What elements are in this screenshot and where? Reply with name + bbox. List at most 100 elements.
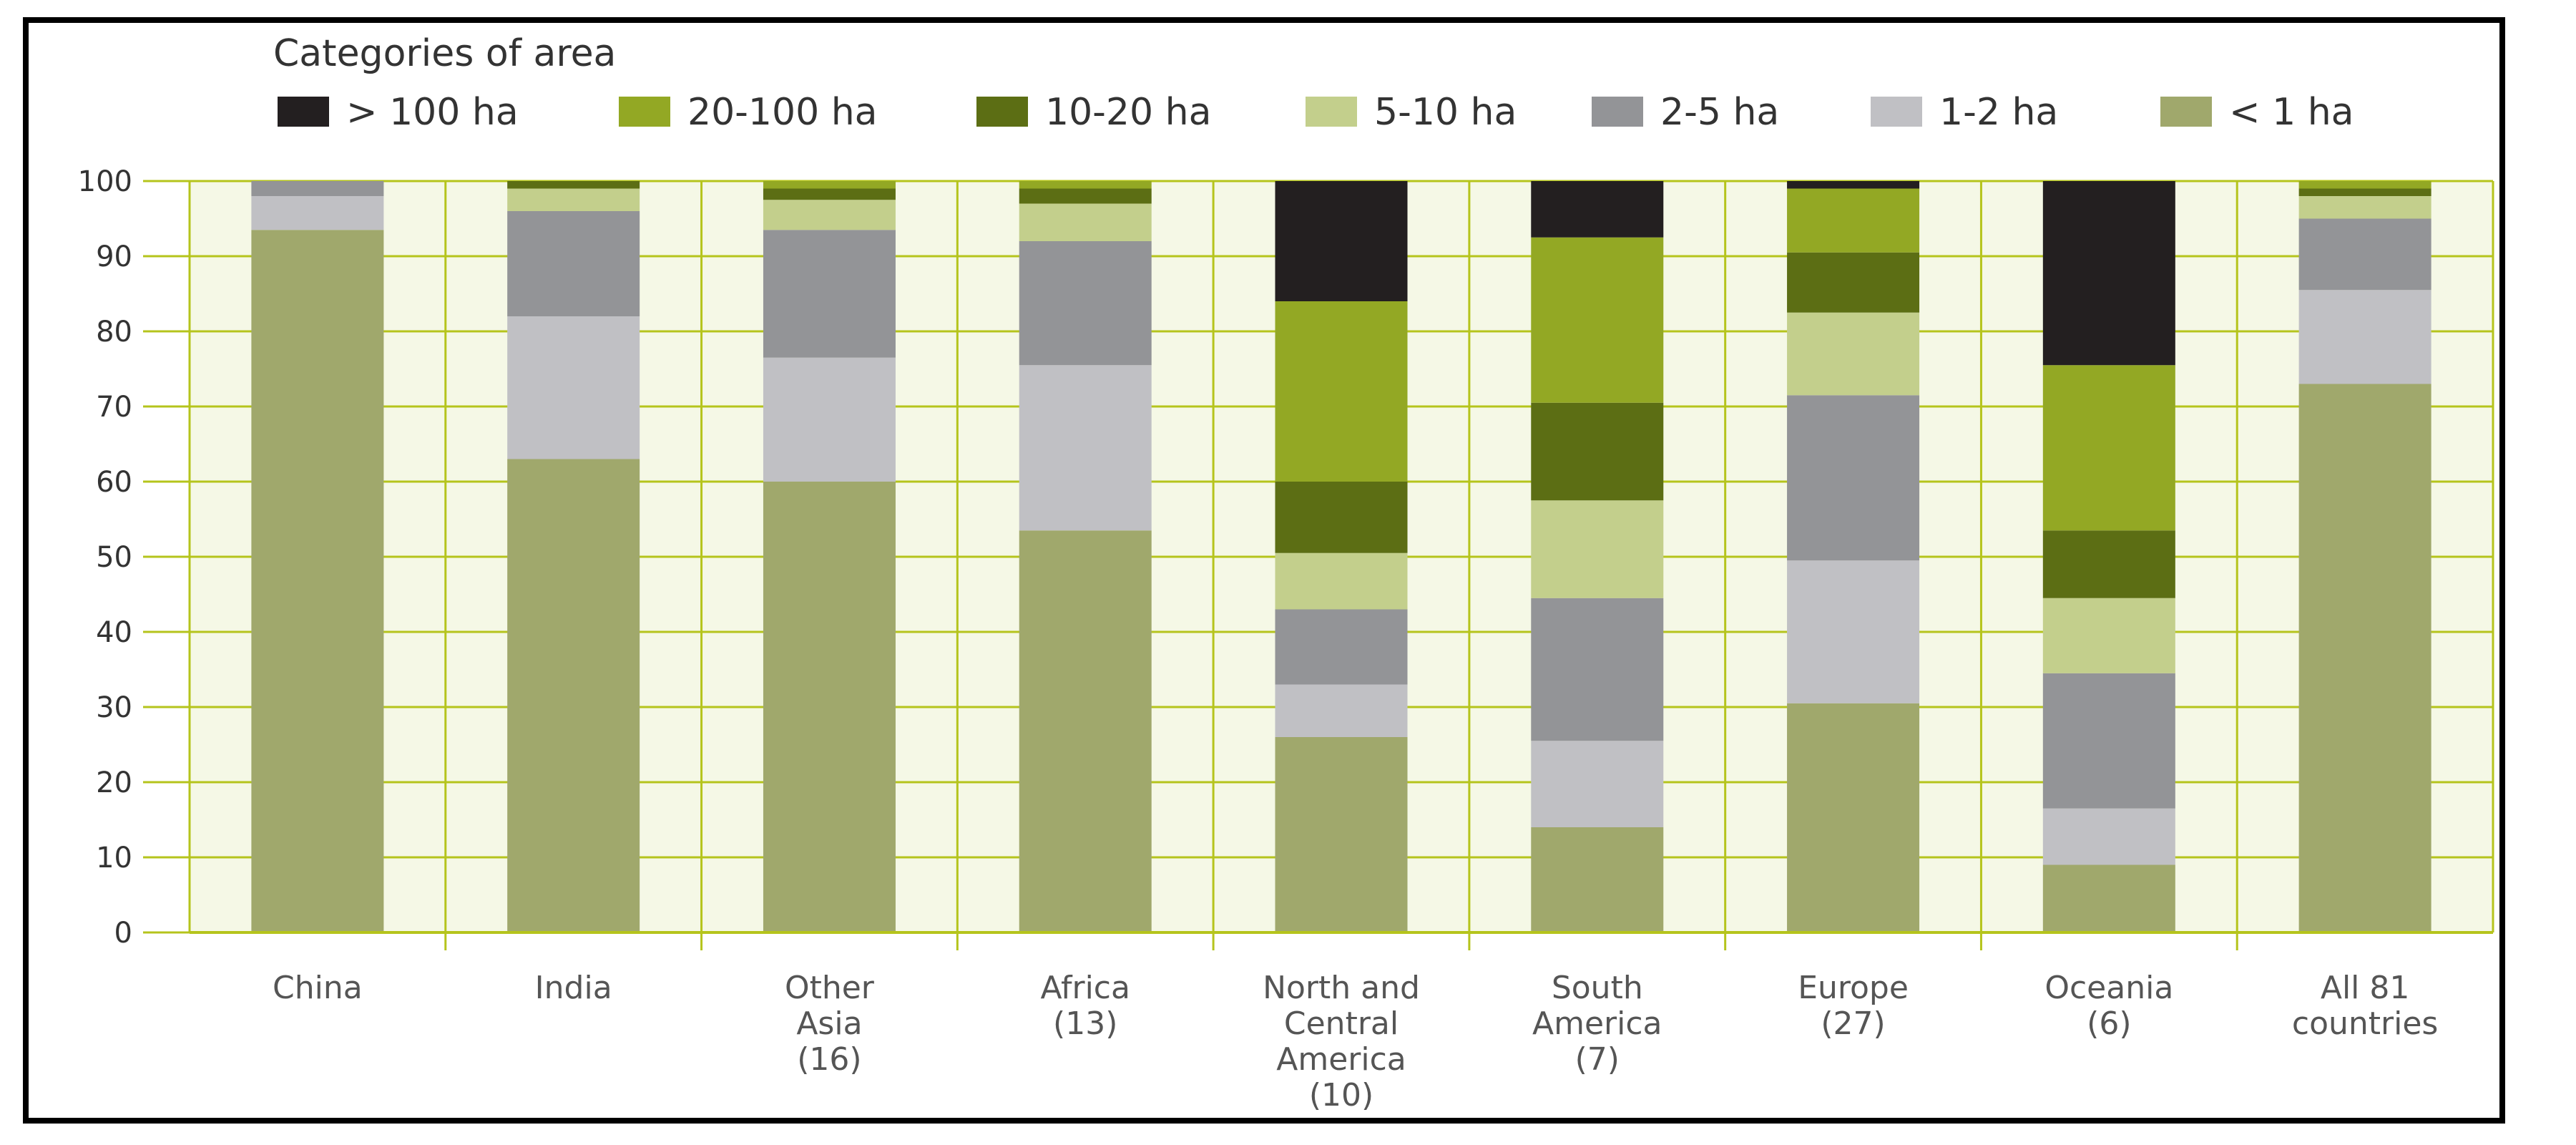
y-tick-label-70: 70 bbox=[96, 391, 132, 424]
legend-swatch bbox=[278, 97, 329, 127]
bar-south-america-7-gt-100-ha bbox=[1531, 181, 1664, 238]
legend-swatch bbox=[1592, 97, 1643, 127]
bar-europe-27-5-10-ha bbox=[1787, 312, 1920, 396]
y-tick-label-0: 0 bbox=[114, 917, 132, 950]
x-tick-label-line: Other bbox=[785, 970, 875, 1006]
bar-north-and-central-america-10-lt-1-ha bbox=[1275, 737, 1408, 932]
bar-oceania-6-5-10-ha bbox=[2042, 598, 2175, 673]
legend-swatch bbox=[1306, 97, 1357, 127]
bar-oceania-6-2-5-ha bbox=[2042, 673, 2175, 809]
bar-other-asia-16-2-5-ha bbox=[763, 230, 896, 358]
x-tick-label-line: countries bbox=[2292, 1005, 2438, 1042]
y-tick-label-60: 60 bbox=[96, 466, 132, 499]
legend-item-gt-100-ha: > 100 ha bbox=[278, 91, 519, 134]
bar-europe-27-1-2-ha bbox=[1787, 560, 1920, 703]
x-tick-label-line: (6) bbox=[2087, 1005, 2131, 1042]
bar-south-america-7-1-2-ha bbox=[1531, 741, 1664, 827]
x-tick-label-africa-13: Africa(13) bbox=[1040, 970, 1130, 1042]
bar-africa-13-20-100-ha bbox=[1019, 181, 1152, 189]
bar-all-81-countries-2-5-ha bbox=[2298, 218, 2431, 291]
y-tick-label-100: 100 bbox=[78, 165, 132, 198]
y-tick-label-10: 10 bbox=[96, 842, 132, 874]
bar-africa-13-2-5-ha bbox=[1019, 241, 1152, 366]
bar-europe-27-10-20-ha bbox=[1787, 252, 1920, 313]
bar-all-81-countries-1-2-ha bbox=[2298, 290, 2431, 384]
bar-india-10-20-ha bbox=[507, 181, 640, 189]
x-tick-label-line: South bbox=[1552, 970, 1643, 1006]
x-tick-label-line: Europe bbox=[1798, 970, 1909, 1006]
bar-all-81-countries-10-20-ha bbox=[2298, 188, 2431, 196]
bar-china-1-2-ha bbox=[251, 196, 384, 230]
bar-north-and-central-america-10-10-20-ha bbox=[1275, 482, 1408, 553]
legend-item-lt-1-ha: < 1 ha bbox=[2160, 91, 2354, 134]
x-tick-label-line: (7) bbox=[1575, 1041, 1620, 1078]
bar-all-81-countries-5-10-ha bbox=[2298, 196, 2431, 219]
bar-india-2-5-ha bbox=[507, 211, 640, 316]
bar-europe-27-lt-1-ha bbox=[1787, 703, 1920, 932]
x-tick-label-line: North and bbox=[1263, 970, 1420, 1006]
y-axis: 0 10 20 30 40 50 60 70 80 90 100 bbox=[78, 165, 190, 950]
bar-europe-27-gt-100-ha bbox=[1787, 181, 1920, 189]
y-tick-label-90: 90 bbox=[96, 240, 132, 273]
legend-label: > 100 ha bbox=[346, 91, 519, 134]
bar-china-lt-1-ha bbox=[251, 230, 384, 932]
y-tick-label-80: 80 bbox=[96, 316, 132, 349]
legend-label: 1-2 ha bbox=[1939, 91, 2058, 134]
legend-item-5-10-ha: 5-10 ha bbox=[1306, 91, 1517, 134]
bar-other-asia-16-10-20-ha bbox=[763, 188, 896, 200]
legend-swatch bbox=[2160, 97, 2212, 127]
x-tick-label-line: (13) bbox=[1053, 1005, 1117, 1042]
legend-label: < 1 ha bbox=[2229, 91, 2354, 134]
legend-swatch bbox=[1871, 97, 1922, 127]
y-tick-label-40: 40 bbox=[96, 616, 132, 649]
legend-title: Categories of area bbox=[273, 32, 616, 75]
bar-north-and-central-america-10-2-5-ha bbox=[1275, 609, 1408, 685]
bar-india-5-10-ha bbox=[507, 188, 640, 211]
bar-oceania-6-lt-1-ha bbox=[2042, 864, 2175, 932]
x-tick-label-line: China bbox=[273, 970, 363, 1006]
y-tick-label-50: 50 bbox=[96, 541, 132, 574]
bar-africa-13-5-10-ha bbox=[1019, 203, 1152, 241]
bar-north-and-central-america-10-20-100-ha bbox=[1275, 301, 1408, 482]
x-tick-label-line: (27) bbox=[1821, 1005, 1885, 1042]
bar-other-asia-16-20-100-ha bbox=[763, 181, 896, 189]
legend-swatch bbox=[619, 97, 670, 127]
x-tick-label-line: Oceania bbox=[2044, 970, 2173, 1006]
bar-north-and-central-america-10-gt-100-ha bbox=[1275, 181, 1408, 301]
bar-other-asia-16-lt-1-ha bbox=[763, 482, 896, 932]
x-tick-label-europe-27: Europe(27) bbox=[1798, 970, 1909, 1042]
x-tick-label-oceania-6: Oceania(6) bbox=[2044, 970, 2173, 1042]
bar-other-asia-16-1-2-ha bbox=[763, 357, 896, 482]
bar-oceania-6-10-20-ha bbox=[2042, 530, 2175, 598]
bar-india-1-2-ha bbox=[507, 316, 640, 459]
bar-south-america-7-5-10-ha bbox=[1531, 500, 1664, 598]
bar-south-america-7-2-5-ha bbox=[1531, 598, 1664, 741]
bar-north-and-central-america-10-5-10-ha bbox=[1275, 552, 1408, 610]
legend-item-1-2-ha: 1-2 ha bbox=[1871, 91, 2058, 134]
x-tick-label-line: India bbox=[535, 970, 612, 1006]
bar-africa-13-10-20-ha bbox=[1019, 188, 1152, 204]
x-tick-label-line: (16) bbox=[797, 1041, 861, 1078]
legend-item-20-100-ha: 20-100 ha bbox=[619, 91, 878, 134]
legend-label: 10-20 ha bbox=[1045, 91, 1211, 134]
x-tick-label-line: All 81 bbox=[2321, 970, 2410, 1006]
bar-oceania-6-gt-100-ha bbox=[2042, 181, 2175, 366]
x-tick-label-line: (10) bbox=[1309, 1077, 1373, 1114]
y-tick-label-30: 30 bbox=[96, 691, 132, 724]
bar-south-america-7-10-20-ha bbox=[1531, 402, 1664, 501]
x-tick-label-line: Africa bbox=[1040, 970, 1130, 1006]
bar-europe-27-2-5-ha bbox=[1787, 395, 1920, 561]
x-tick-label-line: Central bbox=[1284, 1005, 1399, 1042]
x-tick-label-line: America bbox=[1276, 1041, 1406, 1078]
bar-north-and-central-america-10-1-2-ha bbox=[1275, 684, 1408, 737]
y-tick-label-20: 20 bbox=[96, 766, 132, 799]
x-tick-label-india: India bbox=[535, 970, 612, 1006]
bar-oceania-6-20-100-ha bbox=[2042, 365, 2175, 531]
bar-all-81-countries-lt-1-ha bbox=[2298, 384, 2431, 932]
legend-item-2-5-ha: 2-5 ha bbox=[1592, 91, 1779, 134]
